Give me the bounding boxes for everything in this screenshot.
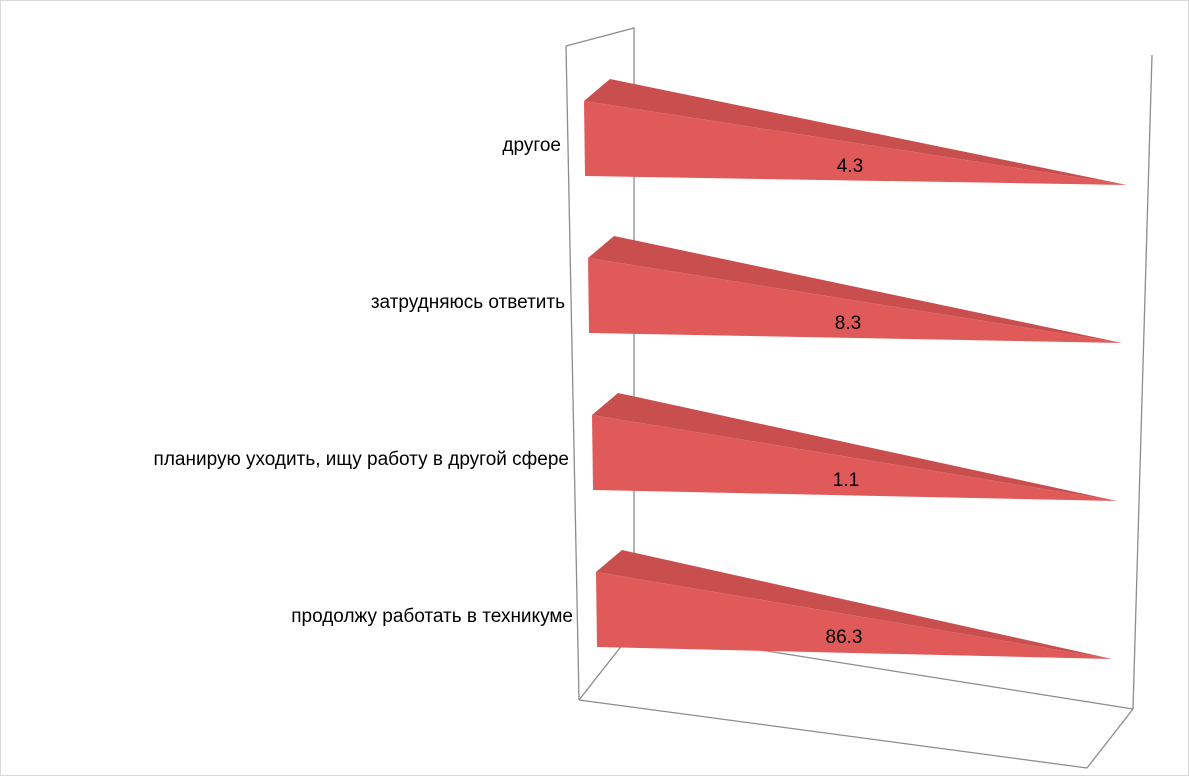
category-label: другое [502, 135, 561, 156]
category-label: затрудняюсь ответить [371, 292, 565, 313]
category-label: планирую уходить, ищу работу в другой сф… [154, 449, 569, 470]
bar [592, 415, 1117, 501]
data-label: 86.3 [826, 627, 863, 648]
bar-top-face [596, 550, 1112, 659]
right-vertical-axis [1132, 54, 1153, 710]
bar-top-face [588, 236, 1122, 343]
bars-group [584, 79, 1127, 659]
bar [596, 572, 1112, 659]
bar-top-face [584, 79, 1127, 185]
category-label: продолжу работать в техникуме [291, 606, 573, 627]
floor-right-edge [1086, 708, 1134, 769]
bar [588, 258, 1122, 343]
floor-front-edge [578, 699, 1088, 769]
data-label: 1.1 [833, 470, 859, 491]
data-label: 4.3 [837, 156, 863, 177]
bar-top-face [592, 393, 1117, 501]
data-label: 8.3 [835, 313, 861, 334]
category-labels: продолжу работать в техникуме планирую ух… [154, 135, 573, 627]
data-labels: 86.3 1.1 8.3 4.3 [826, 156, 864, 648]
left-vertical-axis [565, 45, 580, 701]
bar [584, 101, 1127, 185]
